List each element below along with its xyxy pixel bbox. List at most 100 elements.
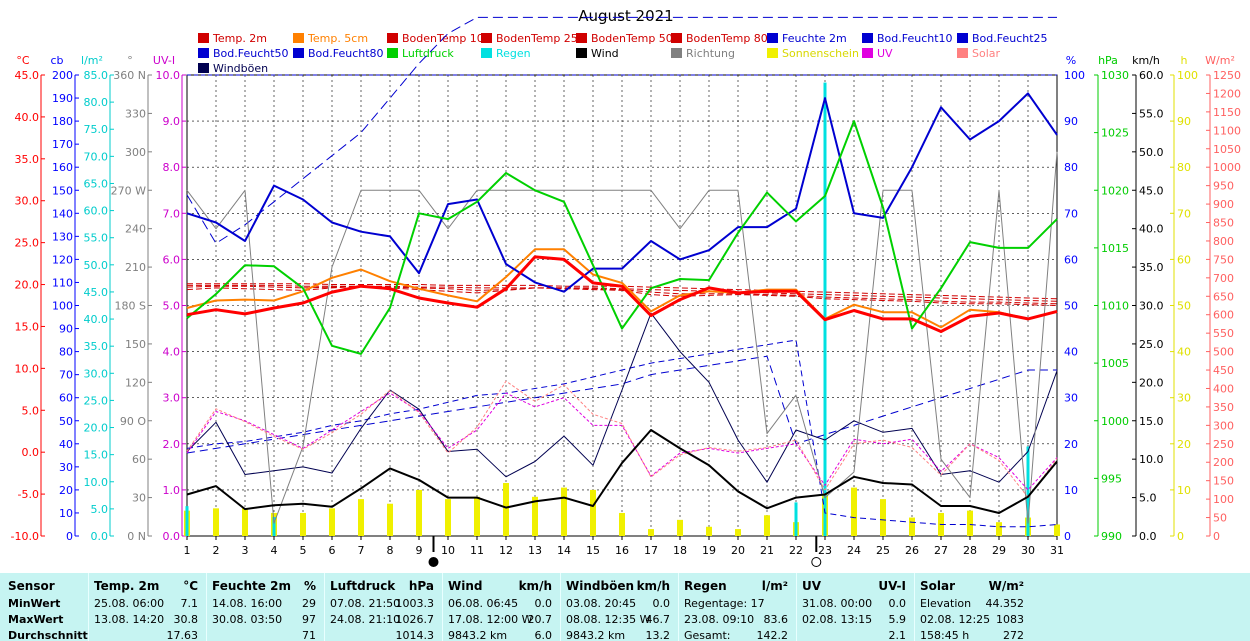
bar-sonnenschein: [764, 515, 770, 536]
stats-block: Wind km/h 06.08. 06:45 0.0 17.08. 12:00 W 20.…: [442, 573, 560, 641]
axis-tick-label: 35.0: [84, 340, 109, 353]
axis-tick-label: 650: [1213, 290, 1234, 303]
axis-tick-label: 1.0: [163, 484, 181, 497]
stats-unit: km/h: [518, 579, 552, 593]
axis-tick-label: 10.0: [156, 69, 181, 82]
stats-row-time: 9843.2 km: [566, 629, 626, 641]
axis-tick-label: 40: [59, 438, 73, 451]
series-line-bodentemp-25: [186, 285, 1058, 305]
axis-tick-label: 60.0: [84, 205, 109, 218]
bar-regen: [794, 502, 798, 536]
axis-tick-label: 0 N: [127, 530, 146, 543]
series-line-wind: [186, 429, 1058, 514]
stats-row-value: 0.0: [888, 597, 907, 610]
axis-tick-label: 200: [52, 69, 73, 82]
bar-sonnenschein: [996, 522, 1002, 536]
stats-row-time: 24.08. 21:10: [330, 613, 401, 626]
axis-unit-label: UV-I: [153, 54, 175, 67]
axis-tick-label: 20.0: [84, 422, 109, 435]
axis-tick-label: 995: [1101, 472, 1122, 485]
stats-row: Regentage: 17: [678, 596, 796, 611]
x-tick-label: 7: [358, 544, 365, 557]
axis-tick-label: 75.0: [84, 123, 109, 136]
bar-sonnenschein: [358, 499, 364, 536]
bar-sonnenschein: [474, 496, 480, 536]
axis-unit-label: l/m²: [81, 54, 103, 67]
axis-tick-label: 1005: [1101, 357, 1129, 370]
x-tick-label: 20: [731, 544, 745, 557]
axis-tick-label: 110: [52, 276, 73, 289]
stats-row: 14.08. 16:00 29: [206, 596, 324, 611]
stats-row: MinWert: [0, 596, 88, 611]
axis-unit-label: h: [1181, 54, 1188, 67]
stats-block: UV UV-I 31.08. 00:00 0.0 02.08. 13:15 5.9 2.1: [796, 573, 914, 641]
legend-label: Bod.Feucht80: [308, 47, 384, 60]
axis-tick-label: 60: [1177, 253, 1191, 266]
axis-tick-label: 45.0: [15, 69, 40, 82]
axis-tick-label: 150: [52, 184, 73, 197]
legend-swatch: [481, 48, 492, 58]
stats-row: 30.08. 03:50 97: [206, 612, 324, 627]
stats-row-value: 83.6: [763, 613, 789, 626]
axis-tick-label: 360 N: [113, 69, 146, 82]
axis-tick-label: 100: [1064, 69, 1085, 82]
axis-tick-label: 15.0: [1139, 415, 1164, 428]
x-tick-label: 10: [441, 544, 455, 557]
legend-swatch: [671, 48, 682, 58]
axis-tick-label: 90: [59, 323, 73, 336]
stats-row-value: 71: [302, 629, 316, 641]
stats-row-time: 06.08. 06:45: [448, 597, 519, 610]
axis-tick-label: 1020: [1101, 184, 1129, 197]
legend-label: BodenTemp 80: [686, 32, 768, 45]
axis-tick-label: 0.0: [163, 530, 181, 543]
stats-row: 31.08. 00:00 0.0: [796, 596, 914, 611]
stats-separator: [324, 573, 325, 641]
bar-series: [184, 82, 1060, 536]
axis-tick-label: 30: [1064, 392, 1078, 405]
axis-tick-label: 1015: [1101, 242, 1129, 255]
stats-header-row: Luftdruck hPa: [324, 579, 442, 594]
stats-row-time: 30.08. 03:50: [212, 613, 283, 626]
axis-tick-label: 90: [1064, 115, 1078, 128]
axis-tick-label: 1000: [1213, 161, 1241, 174]
axis-tick-label: 100: [1177, 69, 1198, 82]
x-tick-label: 13: [528, 544, 542, 557]
bar-sonnenschein: [880, 499, 886, 536]
stats-row-value: 2.1: [888, 629, 907, 641]
stats-row-time: 08.08. 12:35 W: [566, 613, 651, 626]
series-line-bod-feucht50: [186, 339, 1058, 528]
stats-header-row: Wind km/h: [442, 579, 560, 594]
stats-header-row: Temp. 2m °C: [88, 579, 206, 594]
stats-row: MaxWert: [0, 612, 88, 627]
stats-header-row: UV UV-I: [796, 579, 914, 594]
axis-tick-label: 900: [1213, 198, 1234, 211]
axis-tick-label: 0.0: [1139, 530, 1157, 543]
axis-tick-label: 500: [1213, 346, 1234, 359]
axis-tick-label: 20.0: [1139, 376, 1164, 389]
x-tick-label: 11: [470, 544, 484, 557]
axis-tick-label: 1200: [1213, 87, 1241, 100]
grid: [186, 74, 1058, 537]
bar-sonnenschein: [706, 526, 712, 536]
stats-row: 25.08. 06:00 7.1: [88, 596, 206, 611]
stats-row-value: 272: [1003, 629, 1024, 641]
axis-tick-label: 120: [52, 253, 73, 266]
stats-row-time: 9843.2 km: [448, 629, 508, 641]
bar-sonnenschein: [851, 487, 857, 536]
axis-tick-label: 2.0: [163, 438, 181, 451]
stats-row-value: 7.1: [180, 597, 199, 610]
stats-row-value: 0.0: [652, 597, 671, 610]
statistics-panel: Sensor MinWert MaxWert Durchschnitt Temp. 2m…: [0, 573, 1250, 641]
moon-phases: [428, 536, 822, 567]
stats-row-time: Regentage: 17: [684, 597, 765, 610]
legend-label: Bod.Feucht25: [972, 32, 1048, 45]
stats-row-value: 44.352: [985, 597, 1025, 610]
x-tick-label: 2: [213, 544, 220, 557]
bar-sonnenschein: [561, 487, 567, 536]
axis-tick-label: 50.0: [84, 259, 109, 272]
stats-separator: [560, 573, 561, 641]
axis-unit-label: hPa: [1098, 54, 1118, 67]
left-axes: °C -10.0 -5.0 0.0 5.0 10.0 15.0 20.0 25.0 30.0 35.…: [11, 54, 186, 543]
stats-separator: [914, 573, 915, 641]
